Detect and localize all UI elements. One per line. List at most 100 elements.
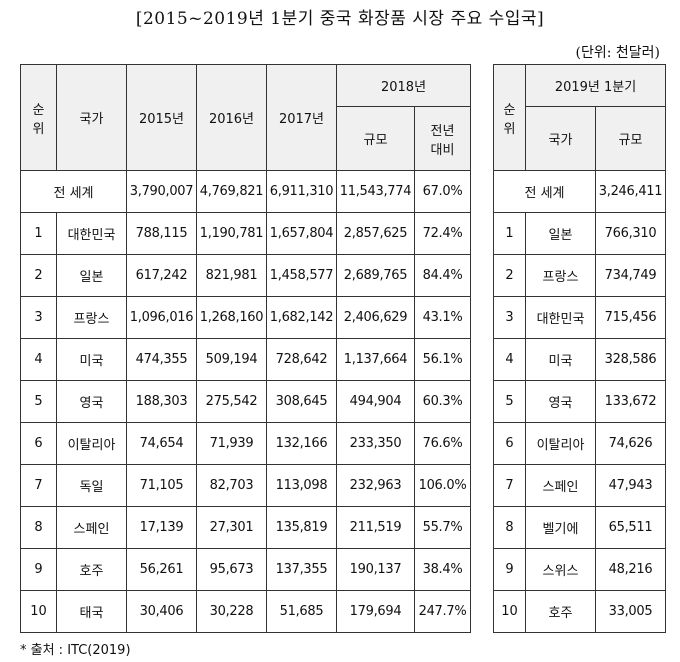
rank-cell: 8 — [493, 506, 526, 549]
rank-cell: 10 — [20, 590, 57, 633]
world-2015: 3,790,007 — [126, 170, 197, 213]
value-2016-cell: 275,542 — [196, 380, 267, 423]
value-2017-cell: 1,682,142 — [266, 296, 337, 339]
table-row-world: 전 세계 3,246,411 — [493, 170, 666, 213]
world-value: 3,246,411 — [595, 170, 666, 213]
table-row: 8 벨기에 65,511 — [493, 506, 666, 549]
table-row: 4 미국 328,586 — [493, 338, 666, 381]
table-row: 8 스페인 17,139 27,301 135,819 211,519 55.7… — [20, 506, 472, 549]
country-cell: 호주 — [525, 590, 596, 633]
country-cell: 미국 — [56, 338, 127, 381]
yoy-cell: 55.7% — [413, 506, 472, 549]
country-cell: 일본 — [525, 212, 596, 255]
header-rank: 순 위 — [20, 64, 57, 171]
value-2018-cell: 233,350 — [336, 422, 415, 465]
value-2018-cell: 179,694 — [336, 590, 415, 633]
country-cell: 태국 — [56, 590, 127, 633]
country-cell: 이탈리아 — [56, 422, 127, 465]
header-2018: 2018년 — [335, 64, 472, 107]
rank-cell: 8 — [20, 506, 57, 549]
yoy-cell: 76.6% — [413, 422, 472, 465]
country-cell: 스위스 — [525, 548, 596, 591]
value-2015-cell: 1,096,016 — [126, 296, 197, 339]
yoy-cell: 56.1% — [413, 338, 472, 381]
value-2015-cell: 788,115 — [126, 212, 197, 255]
value-2016-cell: 95,673 — [196, 548, 267, 591]
source-note: * 출처 : ITC(2019) — [20, 643, 131, 658]
yoy-cell: 84.4% — [413, 254, 472, 297]
yoy-cell: 72.4% — [413, 212, 472, 255]
value-2015-cell: 188,303 — [126, 380, 197, 423]
value-2018-cell: 190,137 — [336, 548, 415, 591]
rank-cell: 3 — [20, 296, 57, 339]
value-2015-cell: 17,139 — [126, 506, 197, 549]
table-row: 10 태국 30,406 30,228 51,685 179,694 247.7… — [20, 590, 472, 633]
value-2016-cell: 82,703 — [196, 464, 267, 507]
value-2015-cell: 30,406 — [126, 590, 197, 633]
value-2018-cell: 211,519 — [336, 506, 415, 549]
table-row-world: 전 세계 3,790,007 4,769,821 6,911,310 11,54… — [20, 170, 472, 213]
country-cell: 영국 — [525, 380, 596, 423]
header-2016: 2016년 — [196, 64, 267, 171]
import-table-2015-2018: 순 위 국가 2015년 2016년 2017년 2018년 규모 전년 대비 … — [20, 64, 472, 633]
country-cell: 대한민국 — [525, 296, 596, 339]
value-2016-cell: 30,228 — [196, 590, 267, 633]
value-2016-cell: 1,268,160 — [196, 296, 267, 339]
rank-cell: 9 — [493, 548, 526, 591]
value-2016-cell: 1,190,781 — [196, 212, 267, 255]
value-2017-cell: 728,642 — [266, 338, 337, 381]
yoy-cell: 60.3% — [413, 380, 472, 423]
table-row: 3 대한민국 715,456 — [493, 296, 666, 339]
world-label: 전 세계 — [493, 170, 596, 213]
table-row: 6 이탈리아 74,626 — [493, 422, 666, 465]
table-row: 7 스페인 47,943 — [493, 464, 666, 507]
country-cell: 호주 — [56, 548, 127, 591]
value-cell: 48,216 — [595, 548, 666, 591]
value-cell: 328,586 — [595, 338, 666, 381]
country-cell: 영국 — [56, 380, 127, 423]
value-cell: 734,749 — [595, 254, 666, 297]
value-2018-cell: 2,857,625 — [336, 212, 415, 255]
document-title: [2015~2019년 1분기 중국 화장품 시장 주요 수입국] — [135, 9, 545, 29]
table-row: 1 대한민국 788,115 1,190,781 1,657,804 2,857… — [20, 212, 472, 255]
rank-cell: 5 — [20, 380, 57, 423]
country-cell: 독일 — [56, 464, 127, 507]
value-2017-cell: 1,657,804 — [266, 212, 337, 255]
rank-cell: 6 — [493, 422, 526, 465]
value-2018-cell: 2,689,765 — [336, 254, 415, 297]
value-2017-cell: 51,685 — [266, 590, 337, 633]
rank-cell: 7 — [493, 464, 526, 507]
value-2015-cell: 474,355 — [126, 338, 197, 381]
rank-cell: 9 — [20, 548, 57, 591]
country-cell: 이탈리아 — [525, 422, 596, 465]
header-country: 국가 — [56, 64, 127, 171]
rank-cell: 2 — [20, 254, 57, 297]
value-2017-cell: 132,166 — [266, 422, 337, 465]
value-2016-cell: 509,194 — [196, 338, 267, 381]
rank-cell: 2 — [493, 254, 526, 297]
rank-cell: 6 — [20, 422, 57, 465]
unit-note: (단위: 천달러) — [575, 45, 661, 61]
country-cell: 프랑스 — [525, 254, 596, 297]
table-row: 2 일본 617,242 821,981 1,458,577 2,689,765… — [20, 254, 472, 297]
table-row: 7 독일 71,105 82,703 113,098 232,963 106.0… — [20, 464, 472, 507]
value-cell: 33,005 — [595, 590, 666, 633]
country-cell: 벨기에 — [525, 506, 596, 549]
country-cell: 스페인 — [525, 464, 596, 507]
table-row: 9 호주 56,261 95,673 137,355 190,137 38.4% — [20, 548, 472, 591]
header-2019-q1: 2019년 1분기 — [525, 64, 666, 107]
table-row: 9 스위스 48,216 — [493, 548, 666, 591]
header-2017: 2017년 — [266, 64, 337, 171]
rank-cell: 3 — [493, 296, 526, 339]
rank-cell: 10 — [493, 590, 526, 633]
value-2018-cell: 494,904 — [336, 380, 415, 423]
country-cell: 프랑스 — [56, 296, 127, 339]
rank-cell: 1 — [20, 212, 57, 255]
world-2018: 11,543,774 — [336, 170, 415, 213]
value-2018-cell: 2,406,629 — [336, 296, 415, 339]
value-2018-cell: 232,963 — [336, 464, 415, 507]
rank-cell: 5 — [493, 380, 526, 423]
value-2015-cell: 617,242 — [126, 254, 197, 297]
header-yoy: 전년 대비 — [413, 106, 472, 171]
table-row: 5 영국 133,672 — [493, 380, 666, 423]
